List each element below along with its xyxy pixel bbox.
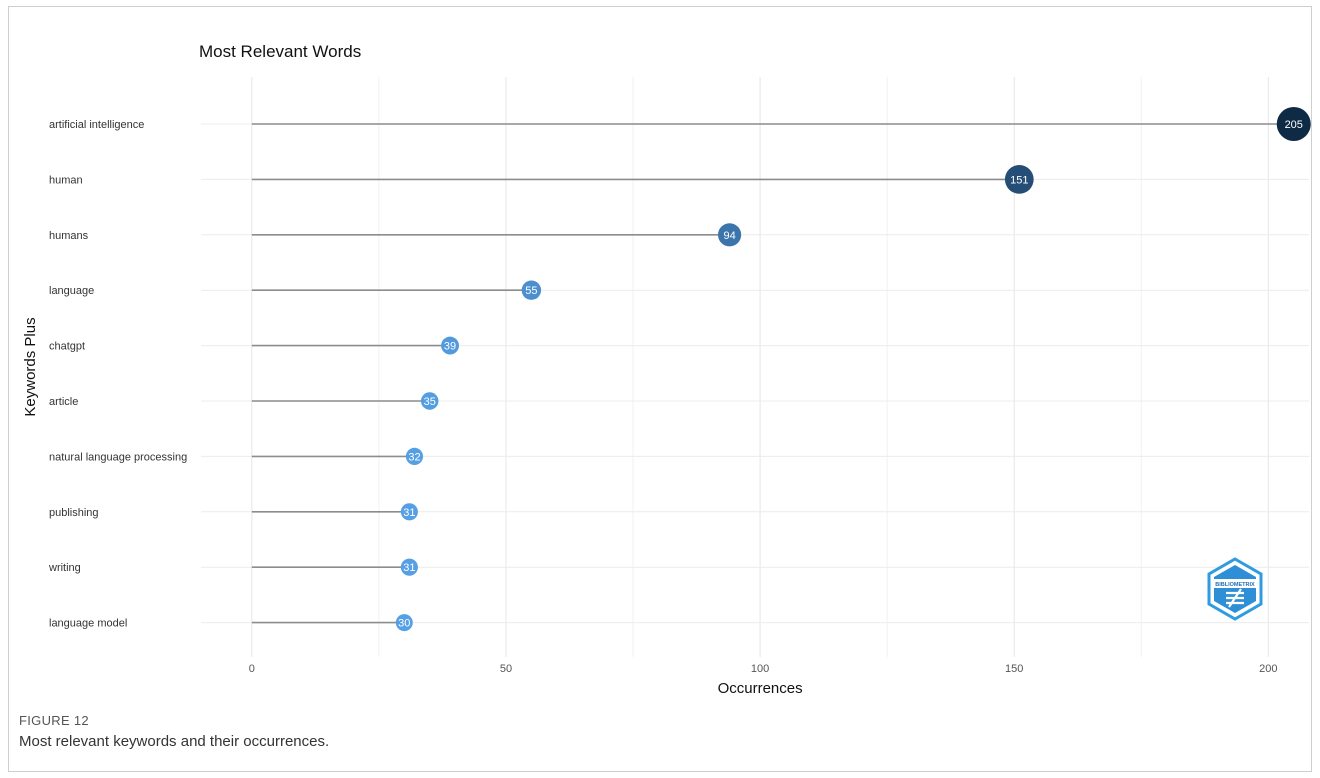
figure-caption: Most relevant keywords and their occurre… <box>19 733 330 750</box>
lollipop-dots: 205 151 94 55 39 35 32 31 31 30 <box>395 107 1311 632</box>
y-tick-label: article <box>49 396 78 408</box>
data-label: 39 <box>444 341 456 353</box>
y-axis-title: Keywords Plus <box>22 317 39 416</box>
data-label: 55 <box>525 285 537 297</box>
logo-text: BIBLIOMETRIX <box>1215 582 1255 588</box>
y-tick-label: natural language processing <box>49 451 187 463</box>
lollipop-dot <box>1276 107 1311 141</box>
x-tick-label: 150 <box>1005 663 1023 675</box>
y-tick-labels: artificial intelligence human humans langua… <box>48 119 187 630</box>
y-tick-label: human <box>49 174 83 186</box>
data-label: 151 <box>1010 174 1028 186</box>
data-label: 205 <box>1285 119 1303 131</box>
bibliometrix-hexagon-logo: BIBLIOMETRIX <box>1207 557 1263 621</box>
x-tick-labels: 0 50 100 150 200 <box>249 663 1278 675</box>
x-tick-label: 200 <box>1259 663 1277 675</box>
x-axis-title: Occurrences <box>718 680 803 697</box>
y-tick-label: humans <box>49 230 89 242</box>
lollipop-dot <box>521 280 542 300</box>
data-label: 30 <box>398 618 410 630</box>
figure-label: FIGURE 12 <box>19 713 89 728</box>
y-tick-label: language <box>49 285 94 297</box>
lollipop-dot <box>405 447 424 465</box>
data-label: 31 <box>403 562 415 574</box>
lollipop-dot <box>441 336 459 355</box>
lollipop-dot <box>400 503 418 521</box>
chart-title: Most Relevant Words <box>199 42 361 61</box>
lollipop-dot <box>420 392 439 410</box>
data-label: 35 <box>424 396 436 408</box>
data-label: 32 <box>408 451 420 463</box>
x-tick-label: 50 <box>500 663 512 675</box>
data-label: 94 <box>723 230 735 242</box>
lollipop-chart: 205 151 94 55 39 35 32 31 31 30 artificial intell… <box>22 42 1311 697</box>
lollipop-dot <box>1004 165 1034 194</box>
x-tick-label: 100 <box>751 663 769 675</box>
lollipop-dot <box>395 614 413 632</box>
y-tick-label: language model <box>49 618 127 630</box>
grid-lines <box>201 77 1309 657</box>
lollipop-stems <box>251 123 1294 624</box>
lollipop-dot <box>717 223 742 247</box>
y-tick-label: artificial intelligence <box>49 119 144 131</box>
figure-frame: 205 151 94 55 39 35 32 31 31 30 artificial intell… <box>8 6 1312 772</box>
y-tick-label: writing <box>48 562 81 574</box>
data-label: 31 <box>403 507 415 519</box>
x-tick-label: 0 <box>249 663 255 675</box>
y-tick-label: publishing <box>49 507 99 519</box>
lollipop-dot <box>400 558 418 576</box>
y-tick-label: chatgpt <box>49 341 85 353</box>
